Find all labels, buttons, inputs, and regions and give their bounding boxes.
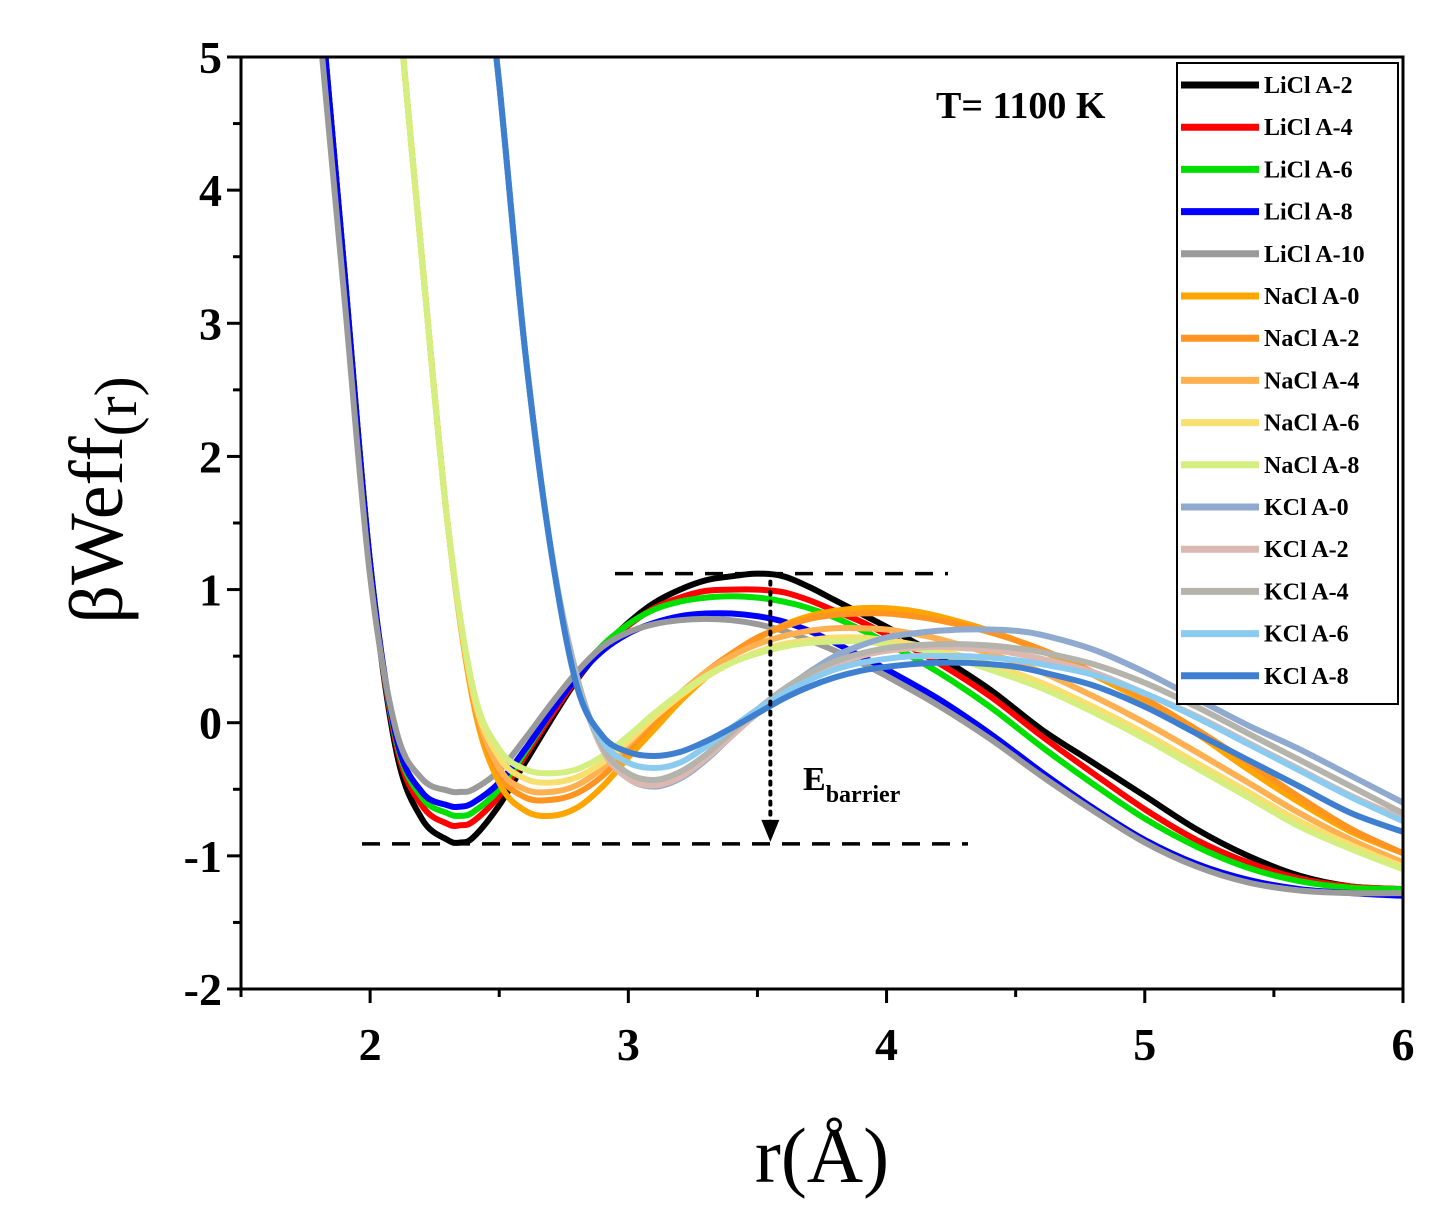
legend-label: KCl A-4	[1264, 579, 1349, 605]
legend-label: LiCl A-6	[1264, 157, 1353, 183]
series-line-kcl-a-8	[493, 57, 1403, 835]
series-line-licl-a-2	[322, 57, 1403, 893]
legend: LiCl A-2 LiCl A-4 LiCl A-6 LiCl A-8 LiCl A-1…	[1176, 62, 1399, 705]
y-tick-label: 3	[199, 298, 222, 349]
legend-label: KCl A-6	[1264, 622, 1349, 648]
ticks-layer: 2 3 4 5 6 5 4 3 2 1 0 -1 -2	[184, 32, 1415, 1070]
legend-label: NaCl A-8	[1264, 453, 1359, 479]
y-tick-label: 1	[199, 565, 222, 616]
y-axis-title-sub: (r)	[83, 376, 149, 436]
temperature-label: T= 1100 K	[936, 85, 1106, 127]
y-tick-label: -1	[184, 831, 222, 882]
series-layer	[319, 57, 1403, 899]
x-tick-label: 5	[1133, 1019, 1156, 1070]
legend-label: KCl A-8	[1264, 664, 1349, 690]
y-tick-label: 0	[199, 698, 222, 749]
legend-label: LiCl A-8	[1264, 200, 1353, 226]
legend-label: NaCl A-2	[1264, 326, 1359, 352]
legend-label: KCl A-0	[1264, 495, 1349, 521]
legend-label: KCl A-2	[1264, 537, 1349, 563]
barrier-label: Ebarrier	[803, 761, 901, 808]
legend-label: LiCl A-2	[1264, 73, 1353, 99]
series-line-nacl-a-8	[400, 57, 1403, 873]
series-line-licl-a-10	[319, 57, 1403, 897]
legend-label: NaCl A-0	[1264, 284, 1359, 310]
legend-label: LiCl A-10	[1264, 242, 1365, 268]
barrier-arrow-head-icon	[761, 819, 780, 842]
y-axis-title: βWeff(r)	[55, 376, 149, 623]
y-tick-label: 2	[199, 431, 222, 482]
y-tick-label: 5	[199, 32, 222, 83]
y-axis-title-main: βWeff	[55, 436, 139, 624]
legend-label: LiCl A-4	[1264, 115, 1353, 141]
x-tick-label: 3	[617, 1019, 640, 1070]
y-tick-label: -2	[184, 964, 222, 1015]
x-tick-label: 2	[359, 1019, 382, 1070]
y-tick-label: 4	[199, 165, 222, 216]
x-axis-title: r(Å)	[755, 1112, 889, 1199]
annotation-layer: Ebarrier T= 1100 K	[362, 85, 1106, 846]
svg-text:βWeff(r): βWeff(r)	[55, 376, 149, 623]
legend-label: NaCl A-6	[1264, 411, 1359, 437]
x-tick-label: 4	[875, 1019, 898, 1070]
x-tick-label: 6	[1392, 1019, 1415, 1070]
legend-label: NaCl A-4	[1264, 368, 1359, 394]
